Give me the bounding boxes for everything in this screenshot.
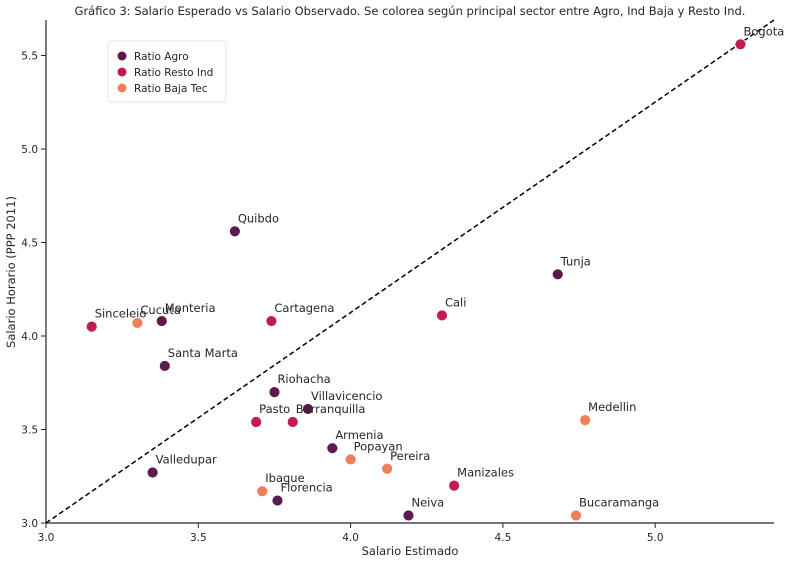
data-point bbox=[250, 416, 263, 428]
point-label: Cucuta bbox=[140, 303, 181, 317]
data-point bbox=[570, 509, 582, 522]
reference-line bbox=[45, 19, 775, 524]
point-label: Tunja bbox=[560, 254, 591, 268]
plot-area: 3.0 3.5 4.0 4.5 5.0 3.0 3.5 4.0 4.5 5.0 5.5 Quibdo M… bbox=[21, 19, 784, 544]
legend-entry: Ratio Resto Ind bbox=[134, 67, 213, 79]
y-tick-label: 3.5 bbox=[21, 425, 38, 437]
data-point bbox=[146, 466, 159, 479]
point-label: Monteria bbox=[165, 301, 216, 315]
data-point bbox=[734, 38, 747, 51]
point-label: Armenia bbox=[335, 428, 383, 442]
data-point bbox=[131, 317, 144, 329]
y-axis-label: Salario Horario (PPP 2011) bbox=[4, 196, 18, 348]
point-label: Cartagena bbox=[274, 301, 334, 315]
legend-marker bbox=[117, 83, 127, 93]
data-point bbox=[271, 494, 284, 507]
point-label: Neiva bbox=[411, 496, 444, 510]
y-tick-label: 3.0 bbox=[21, 518, 38, 530]
point-label: Quibdo bbox=[238, 211, 279, 225]
chart-title: Gráfico 3: Salario Esperado vs Salario O… bbox=[75, 4, 746, 18]
data-point bbox=[268, 386, 281, 399]
x-axis-label: Salario Estimado bbox=[362, 544, 459, 558]
point-label: Pereira bbox=[390, 449, 430, 463]
y-tick-label: 4.5 bbox=[21, 238, 38, 250]
legend-entry: Ratio Baja Tec bbox=[134, 83, 208, 95]
point-label: Medellin bbox=[588, 400, 636, 414]
y-tick-label: 5.0 bbox=[21, 144, 38, 156]
data-point bbox=[158, 360, 171, 372]
point-label: Bogota bbox=[743, 24, 784, 38]
data-point bbox=[155, 315, 168, 327]
point-label: Bucaramanga bbox=[579, 496, 659, 510]
x-tick-label: 4.0 bbox=[342, 532, 359, 544]
data-point bbox=[402, 509, 415, 522]
data-point bbox=[326, 442, 339, 455]
point-label: Sincelejo bbox=[95, 307, 147, 321]
data-point bbox=[302, 403, 314, 415]
y-tick-label: 5.5 bbox=[21, 51, 38, 63]
y-tick-label: 4.0 bbox=[21, 331, 38, 343]
point-label: Pasto bbox=[259, 402, 290, 416]
x-tick-label: 5.0 bbox=[647, 532, 664, 544]
point-label: Riohacha bbox=[277, 372, 330, 386]
data-point bbox=[85, 320, 98, 333]
data-point bbox=[381, 462, 394, 475]
point-label: Manizales bbox=[457, 466, 514, 480]
point-label: Barranquilla bbox=[296, 402, 366, 416]
legend-marker bbox=[117, 51, 127, 61]
data-point bbox=[228, 225, 241, 238]
point-label: Florencia bbox=[280, 481, 332, 495]
x-tick-label: 3.5 bbox=[190, 532, 207, 544]
point-label: Ibague bbox=[265, 471, 304, 485]
point-label: Valledupar bbox=[156, 453, 217, 467]
point-label: Popayan bbox=[354, 439, 403, 453]
legend: Ratio Agro Ratio Resto Ind Ratio Baja Tec bbox=[107, 40, 227, 103]
data-point bbox=[436, 309, 448, 322]
x-tick-label: 3.0 bbox=[38, 532, 55, 544]
point-label: Cali bbox=[445, 295, 466, 309]
data-point bbox=[265, 315, 278, 327]
point-label: Villavicencio bbox=[311, 389, 383, 403]
point-label: Santa Marta bbox=[168, 346, 238, 360]
data-point bbox=[551, 268, 564, 281]
data-point bbox=[579, 414, 592, 427]
data-point bbox=[448, 479, 461, 492]
x-tick-label: 4.5 bbox=[495, 532, 512, 544]
data-point bbox=[256, 485, 269, 498]
data-point bbox=[286, 416, 299, 428]
data-point bbox=[344, 453, 357, 466]
legend-box bbox=[107, 40, 227, 103]
legend-marker bbox=[117, 67, 127, 77]
legend-entry: Ratio Agro bbox=[134, 51, 189, 63]
